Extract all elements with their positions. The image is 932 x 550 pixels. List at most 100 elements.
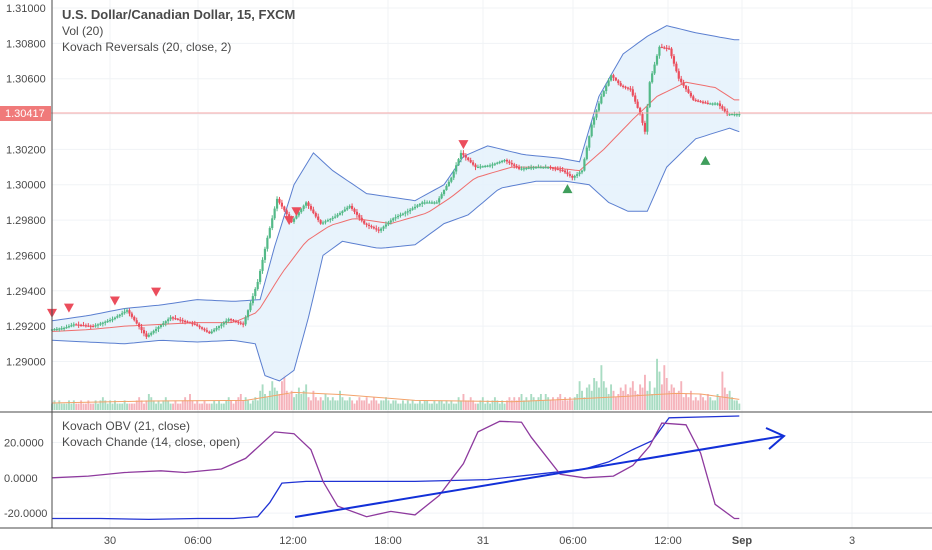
volume-bar: [145, 400, 148, 410]
volume-bar: [694, 397, 697, 410]
candle-body: [60, 328, 63, 330]
volume-bar: [699, 394, 702, 410]
time-tick-label: 12:00: [279, 535, 307, 547]
price-tick-label: 1.31000: [6, 3, 46, 15]
volume-bar: [310, 400, 312, 410]
candle-body: [459, 152, 463, 160]
volume-bar: [104, 400, 107, 410]
candle-body: [387, 222, 390, 225]
candle-body: [498, 161, 501, 163]
volume-bar: [169, 403, 172, 410]
volume-bar: [426, 400, 429, 410]
candle-body: [484, 165, 487, 168]
candle-body: [268, 228, 271, 238]
candle-body: [225, 320, 228, 323]
candle-body: [130, 313, 133, 317]
volume-bar: [440, 400, 443, 410]
candle-body: [355, 211, 359, 215]
volume-bar: [75, 403, 78, 410]
volume-bar: [636, 394, 639, 410]
volume-bar: [510, 400, 513, 410]
volume-bar: [491, 400, 494, 410]
candle-body: [638, 107, 642, 115]
volume-bar: [130, 403, 133, 410]
volume-bar: [535, 400, 537, 410]
volume-bar: [58, 400, 61, 410]
volume-bar: [53, 400, 56, 410]
candle-body: [704, 102, 707, 104]
volume-bar: [416, 403, 419, 410]
sell-signal-marker: [109, 296, 120, 306]
volume-bar: [619, 387, 622, 410]
candle-body: [491, 164, 494, 166]
volume-bar: [70, 403, 73, 410]
candle-body: [433, 202, 436, 204]
chande-line: [51, 420, 740, 520]
candle-body: [377, 229, 380, 231]
volume-bar: [709, 397, 712, 410]
candle-body: [595, 110, 598, 118]
candle-body: [730, 114, 734, 116]
volume-bar: [329, 400, 332, 410]
candle-body: [227, 319, 230, 321]
candle-body: [399, 214, 402, 216]
volume-bar: [109, 400, 112, 410]
volume-bar: [515, 400, 518, 410]
volume-bar: [72, 400, 75, 410]
candle-body: [636, 101, 639, 108]
volume-bar: [460, 400, 462, 410]
candle-body: [312, 209, 315, 214]
volume-bar: [189, 394, 191, 410]
candle-body: [350, 205, 354, 209]
volume-bar: [677, 390, 680, 410]
volume-bar: [293, 397, 295, 410]
volume-bar: [164, 397, 167, 410]
candle-body: [566, 172, 569, 175]
volume-bar: [733, 400, 736, 410]
candle-body: [716, 103, 719, 105]
candle-body: [428, 202, 431, 204]
candle-body: [152, 330, 155, 333]
volume-bar: [225, 400, 228, 410]
candle-body: [563, 170, 567, 173]
candle-body: [421, 202, 424, 204]
volume-bar: [370, 400, 373, 410]
volume-bar: [428, 403, 431, 410]
volume-bar: [474, 403, 477, 410]
volume-bar: [256, 400, 259, 410]
candle-body: [283, 206, 286, 211]
candle-body: [341, 211, 344, 214]
candle-body: [462, 152, 465, 156]
volume-bar: [714, 400, 717, 410]
volume-bar: [276, 390, 279, 410]
volume-legend: Vol (20): [62, 24, 103, 38]
candle-body: [121, 313, 124, 315]
lower-band-line: [51, 127, 740, 382]
volume-bar: [181, 400, 184, 410]
volume-bar: [716, 394, 719, 410]
candle-body: [79, 324, 83, 327]
chande-legend: Kovach Chande (14, close, open): [62, 435, 240, 449]
volume-bar: [140, 400, 143, 410]
candle-body: [278, 198, 281, 203]
volume-bar: [414, 403, 416, 410]
volume-bar: [627, 394, 629, 410]
candle-body: [687, 89, 690, 93]
volume-bar: [133, 403, 136, 410]
volume-bar: [273, 387, 276, 410]
sell-signal-marker: [63, 303, 74, 313]
candle-body: [537, 167, 540, 169]
volume-bar: [339, 390, 341, 410]
candle-body: [135, 320, 138, 324]
sell-signal-marker: [458, 140, 469, 150]
candle-body: [517, 167, 521, 169]
candle-body: [72, 324, 75, 326]
volume-bar: [377, 403, 380, 410]
volume-bar: [573, 397, 576, 410]
candle-body: [104, 321, 107, 323]
volume-bar: [114, 400, 116, 410]
candle-body: [486, 165, 489, 167]
candle-body: [116, 316, 119, 318]
time-tick-label: 06:00: [559, 535, 587, 547]
